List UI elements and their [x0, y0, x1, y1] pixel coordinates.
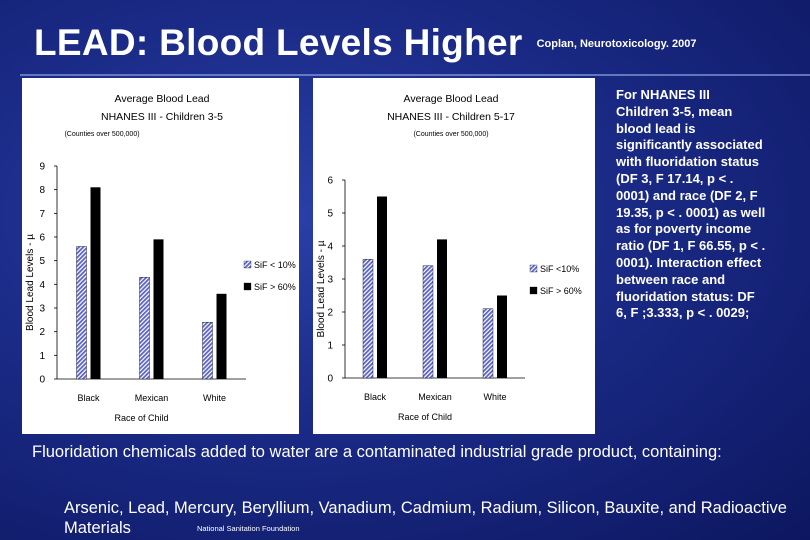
legend-swatch [529, 264, 538, 273]
legend-label: SiF > 60% [254, 282, 296, 292]
citation: Coplan, Neurotoxicology. 2007 [536, 38, 697, 50]
bar-mexican-series-1 [139, 277, 150, 380]
title-row: LEAD: Blood Levels Higher Coplan, Neurot… [34, 22, 697, 64]
chart-title: Average Blood Lead [115, 93, 210, 105]
y-tick-label: 1 [327, 341, 333, 352]
title-divider [20, 74, 810, 76]
legend-swatch [243, 282, 252, 291]
bar-black-series-1 [76, 246, 87, 380]
y-tick-label: 6 [327, 176, 333, 187]
x-axis-title: Race of Child [398, 412, 452, 422]
bar-mexican-series-2 [153, 239, 164, 379]
bar-mexican-series-1 [422, 265, 434, 379]
y-tick-label: 0 [327, 374, 333, 385]
x-tick-label: Mexican [418, 392, 452, 402]
y-tick-label: 6 [39, 233, 45, 244]
chart-children-3-5: Average Blood Lead NHANES III - Children … [22, 78, 299, 434]
slide-title: LEAD: Blood Levels Higher [34, 22, 523, 63]
y-tick-label: 2 [327, 308, 333, 319]
chart-subtitle: NHANES III - Children 3-5 [101, 111, 223, 123]
chart-note: (Counties over 500,000) [64, 131, 139, 138]
y-tick-label: 3 [327, 275, 333, 286]
y-tick-label: 4 [327, 242, 333, 253]
legend-swatch [529, 286, 538, 295]
bar-black-series-2 [90, 187, 101, 379]
y-tick-label: 5 [39, 256, 45, 267]
y-axis-title: Blood Lead Levels - µ [25, 234, 36, 331]
y-tick-label: 1 [39, 351, 45, 362]
chart-title: Average Blood Lead [404, 93, 499, 105]
bar-white-series-2 [216, 293, 227, 379]
x-axis-title: Race of Child [114, 413, 168, 423]
bar-mexican-series-2 [437, 239, 447, 378]
y-tick-label: 0 [39, 375, 45, 386]
chart-svg: Average Blood Lead NHANES III - Children … [316, 93, 582, 422]
source-note: National Sanitation Foundation [196, 523, 300, 533]
bar-black-series-1 [362, 258, 374, 379]
legend-label: SiF < 10% [254, 260, 296, 270]
x-tick-label: Mexican [135, 393, 169, 403]
bar-black-series-2 [377, 196, 387, 378]
contaminant-list-text: Arsenic, Lead, Mercury, Beryllium, Vanad… [64, 499, 787, 537]
chart-note: (Counties over 500,000) [413, 131, 488, 138]
chart-children-5-17: Average Blood Lead NHANES III - Children … [313, 78, 595, 434]
x-tick-label: White [483, 392, 506, 402]
side-text: For NHANES III Children 3-5, mean blood … [616, 87, 766, 321]
legend-swatch [243, 260, 252, 269]
x-tick-label: White [203, 393, 226, 403]
y-tick-label: 9 [39, 162, 45, 173]
x-tick-label: Black [364, 392, 387, 402]
bottom-statement: Fluoridation chemicals added to water ar… [32, 443, 722, 461]
y-tick-label: 7 [39, 209, 45, 220]
y-tick-label: 5 [327, 209, 333, 220]
bar-white-series-1 [482, 308, 494, 379]
y-tick-label: 8 [39, 185, 45, 196]
bar-white-series-2 [497, 295, 507, 378]
x-tick-label: Black [77, 393, 100, 403]
y-tick-label: 2 [39, 327, 45, 338]
legend-label: SiF > 60% [540, 286, 582, 296]
y-tick-label: 4 [39, 280, 45, 291]
chart-subtitle: NHANES III - Children 5-17 [387, 111, 515, 123]
y-tick-label: 3 [39, 304, 45, 315]
contaminant-list: Arsenic, Lead, Mercury, Beryllium, Vanad… [64, 498, 808, 539]
y-axis-title: Blood Lead Levels - µ [316, 240, 327, 337]
chart-svg: Average Blood Lead NHANES III - Children … [25, 93, 296, 423]
bar-white-series-1 [202, 321, 213, 380]
legend-label: SiF <10% [540, 264, 579, 274]
